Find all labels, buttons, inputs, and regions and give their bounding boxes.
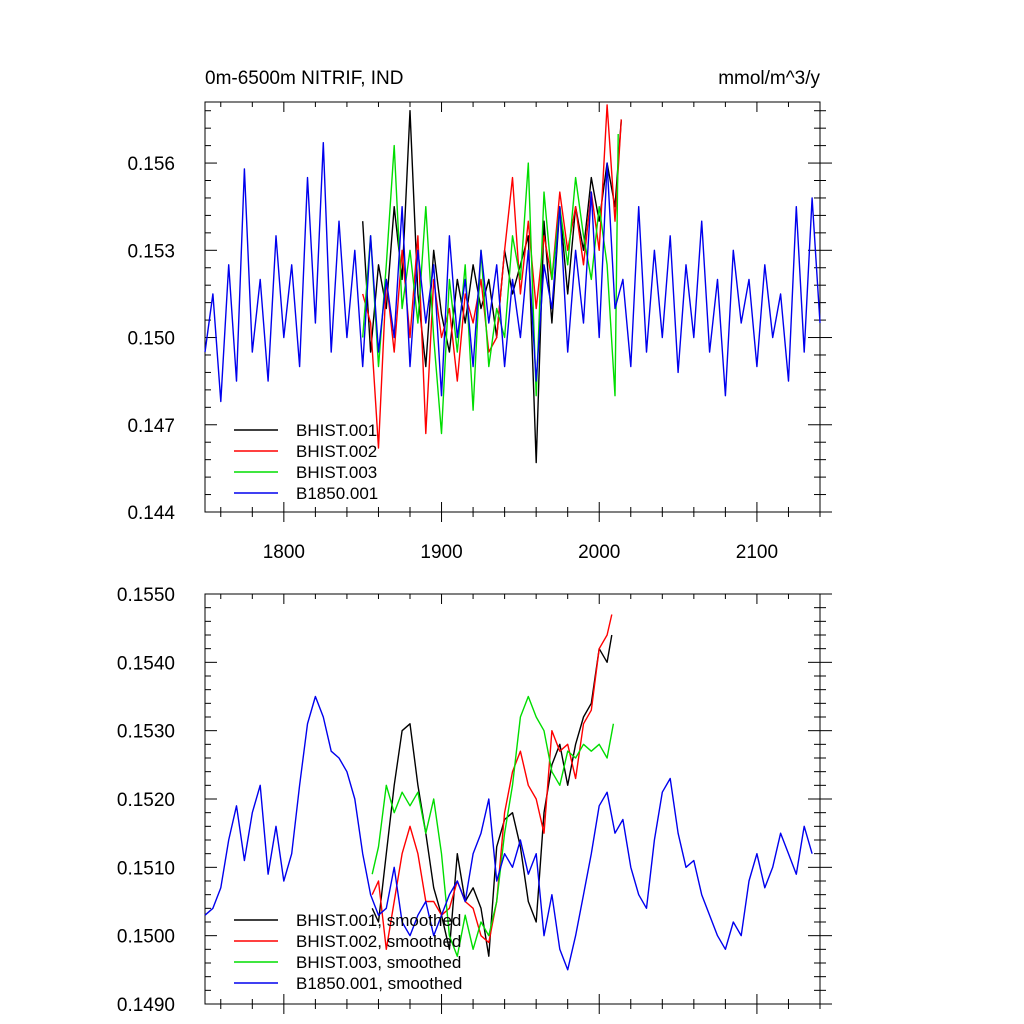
top-x-axis: 1800 1900 2000 2100 <box>220 102 821 563</box>
bottom-x-axis <box>220 594 821 1014</box>
top-plot-frame <box>204 101 821 513</box>
y-tick-label: 0.1500 <box>117 927 175 948</box>
y-tick-label: 0.147 <box>127 416 175 437</box>
bottom-series-group <box>204 614 813 971</box>
y-tick-label: 0.1520 <box>117 790 175 811</box>
x-tick-label: 2000 <box>578 542 620 563</box>
y-tick-label: 0.150 <box>127 329 175 350</box>
series-line-bhist-001-smoothed <box>371 634 613 957</box>
legend-label: BHIST.002, smoothed <box>296 932 461 951</box>
top-y-axis: 0.144 0.147 0.150 0.153 0.156 <box>127 110 832 524</box>
bottom-legend: BHIST.001, smoothed BHIST.002, smoothed BH… <box>234 911 462 993</box>
legend-label: BHIST.001 <box>296 421 377 440</box>
top-chart-title: 0m-6500m NITRIF, IND <box>205 68 403 89</box>
legend-label: B1850.001 <box>296 484 378 503</box>
legend-label: BHIST.001, smoothed <box>296 911 461 930</box>
y-tick-label: 0.1490 <box>117 995 175 1016</box>
y-tick-label: 0.153 <box>127 241 175 262</box>
top-chart-units: mmol/m^3/y <box>718 68 820 89</box>
y-tick-label: 0.1540 <box>117 653 175 674</box>
bottom-panel: 0.1490 0.1500 0.1510 0.1520 0.1530 0.1540 0.15… <box>117 585 832 1016</box>
legend-label: BHIST.003 <box>296 463 377 482</box>
y-tick-label: 0.156 <box>127 154 175 175</box>
legend-label: BHIST.002 <box>296 442 377 461</box>
series-line-b1850-001 <box>204 141 821 403</box>
top-series-group <box>204 104 821 464</box>
y-tick-label: 0.144 <box>127 503 175 524</box>
series-line-bhist-003-smoothed <box>371 695 615 957</box>
x-tick-label: 1900 <box>420 542 462 563</box>
top-panel: 0m-6500m NITRIF, IND mmol/m^3/y 1800 1900… <box>127 68 832 563</box>
bottom-y-axis: 0.1490 0.1500 0.1510 0.1520 0.1530 0.1540 0.15… <box>117 585 832 1016</box>
y-tick-label: 0.1550 <box>117 585 175 606</box>
y-tick-label: 0.1510 <box>117 858 175 879</box>
legend-label: BHIST.003, smoothed <box>296 953 461 972</box>
legend-label: B1850.001, smoothed <box>296 974 462 993</box>
series-line-bhist-001 <box>362 109 622 464</box>
series-line-b1850-001-smoothed <box>204 695 813 971</box>
x-tick-label: 1800 <box>263 542 305 563</box>
series-line-bhist-002-smoothed <box>371 614 613 950</box>
x-tick-label: 2100 <box>736 542 778 563</box>
y-tick-label: 0.1530 <box>117 722 175 743</box>
top-legend: BHIST.001 BHIST.002 BHIST.003 B1850.001 <box>234 421 378 503</box>
